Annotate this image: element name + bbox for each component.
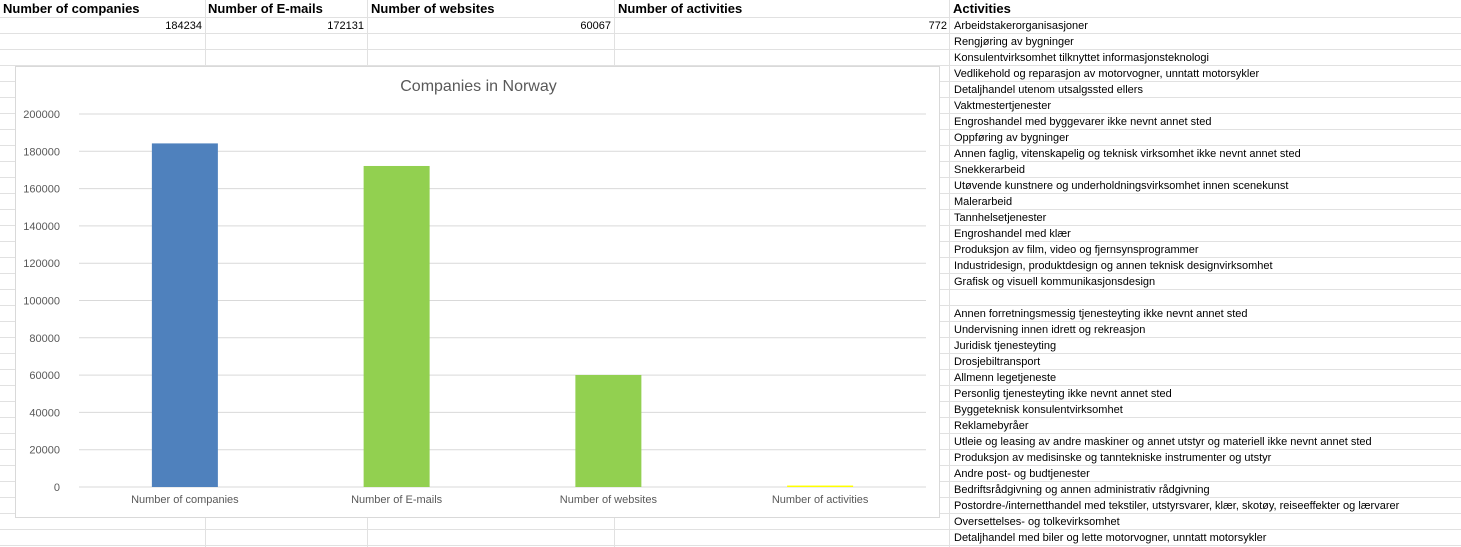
row-gridline: [0, 65, 1461, 66]
header-number-of-websites[interactable]: Number of websites: [371, 1, 495, 16]
y-tick-label: 0: [54, 482, 60, 494]
cell-number-of-activities[interactable]: 772: [928, 20, 947, 32]
x-tick-label: Number of websites: [560, 494, 658, 506]
bar-number-of-websites[interactable]: [575, 374, 642, 487]
bar-number-of-activities[interactable]: [787, 485, 854, 487]
chart-companies-in-norway[interactable]: Companies in Norway 0 20000 40000 60000 8000…: [15, 66, 940, 518]
y-tick-label: 200000: [23, 109, 60, 121]
y-tick-label: 100000: [23, 296, 60, 308]
chart-title: Companies in Norway: [400, 78, 557, 95]
row-gridline: [0, 529, 1461, 530]
header-number-of-emails[interactable]: Number of E-mails: [208, 1, 323, 16]
activity-cell[interactable]: Malerarbeid: [954, 196, 1013, 208]
activity-cell[interactable]: Rengjøring av bygninger: [954, 36, 1074, 48]
activity-cell[interactable]: Arbeidstakerorganisasjoner: [954, 20, 1088, 32]
activity-cell[interactable]: Detaljhandel utenom utsalgssted ellers: [954, 84, 1143, 96]
activity-cell[interactable]: Andre post- og budtjenester: [954, 468, 1090, 480]
x-tick-label: Number of activities: [772, 494, 869, 506]
activity-cell[interactable]: Konsulentvirksomhet tilknyttet informasj…: [954, 52, 1209, 64]
activity-cell[interactable]: Utleie og leasing av andre maskiner og a…: [954, 436, 1372, 448]
y-tick-label: 40000: [29, 407, 60, 419]
activity-cell[interactable]: [952, 290, 954, 306]
activity-cell[interactable]: Postordre-/internetthandel med tekstiler…: [954, 500, 1400, 512]
row-gridline: [0, 33, 1461, 34]
x-tick-label: Number of companies: [131, 494, 239, 506]
activity-cell[interactable]: Vedlikehold og reparasjon av motorvogner…: [954, 68, 1260, 80]
activity-cell[interactable]: Reklamebyråer: [954, 420, 1029, 432]
activity-cell[interactable]: Oversettelses- og tolkevirksomhet: [954, 516, 1120, 528]
activity-cell[interactable]: Produksjon av film, video og fjernsynspr…: [954, 244, 1199, 256]
activity-cell[interactable]: Oppføring av bygninger: [954, 132, 1069, 144]
y-tick-label: 160000: [23, 184, 60, 196]
column-gridline: [949, 0, 950, 547]
activity-cell[interactable]: Personlig tjenesteyting ikke nevnt annet…: [954, 388, 1172, 400]
x-tick-label: Number of E-mails: [351, 494, 443, 506]
activity-cell[interactable]: Engroshandel med byggevarer ikke nevnt a…: [954, 116, 1212, 128]
activity-cell[interactable]: Produksjon av medisinske og tanntekniske…: [954, 452, 1272, 464]
cell-number-of-emails[interactable]: 172131: [327, 20, 364, 32]
activity-cell[interactable]: Utøvende kunstnere og underholdningsvirk…: [954, 180, 1289, 192]
header-number-of-activities[interactable]: Number of activities: [618, 1, 743, 16]
header-activities[interactable]: Activities: [953, 1, 1011, 16]
activity-cell[interactable]: Annen forretningsmessig tjenesteyting ik…: [954, 308, 1248, 320]
activity-cell[interactable]: Bedriftsrådgivning og annen administrati…: [954, 484, 1210, 496]
activity-cell[interactable]: Vaktmestertjenester: [954, 100, 1052, 112]
activity-cell[interactable]: Juridisk tjenesteyting: [954, 340, 1057, 352]
cell-number-of-companies[interactable]: 184234: [165, 20, 202, 32]
bar-number-of-companies[interactable]: [151, 143, 218, 487]
activity-cell[interactable]: Drosjebiltransport: [954, 356, 1041, 368]
row-gridline: [0, 17, 1461, 18]
cell-number-of-websites[interactable]: 60067: [580, 20, 611, 32]
activity-cell[interactable]: Annen faglig, vitenskapelig og teknisk v…: [954, 148, 1301, 160]
activity-cell[interactable]: Industridesign, produktdesign og annen t…: [954, 260, 1273, 272]
y-tick-label: 80000: [29, 333, 60, 345]
activity-cell[interactable]: Grafisk og visuell kommunikasjonsdesign: [954, 276, 1156, 288]
row-gridline: [0, 49, 1461, 50]
activity-cell[interactable]: Tannhelsetjenester: [954, 212, 1047, 224]
activity-cell[interactable]: Undervisning innen idrett og rekreasjon: [954, 324, 1146, 336]
activity-cell[interactable]: Detaljhandel med biler og lette motorvog…: [954, 532, 1267, 544]
activity-cell[interactable]: Allmenn legetjeneste: [954, 372, 1057, 384]
bar-number-of-e-mails[interactable]: [363, 165, 430, 487]
activity-cell[interactable]: Snekkerarbeid: [954, 164, 1025, 176]
header-number-of-companies[interactable]: Number of companies: [3, 1, 140, 16]
y-tick-label: 120000: [23, 258, 60, 270]
row-gridline: [0, 545, 1461, 546]
activity-cell[interactable]: Byggeteknisk konsulentvirksomhet: [954, 404, 1123, 416]
y-tick-label: 60000: [29, 370, 60, 382]
y-tick-label: 20000: [29, 445, 60, 457]
y-tick-label: 180000: [23, 146, 60, 158]
activity-cell[interactable]: Engroshandel med klær: [954, 228, 1071, 240]
bar-chart: 0 20000 40000 60000 80000 100000 120000 140000 1…: [23, 109, 926, 506]
y-tick-label: 140000: [23, 221, 60, 233]
